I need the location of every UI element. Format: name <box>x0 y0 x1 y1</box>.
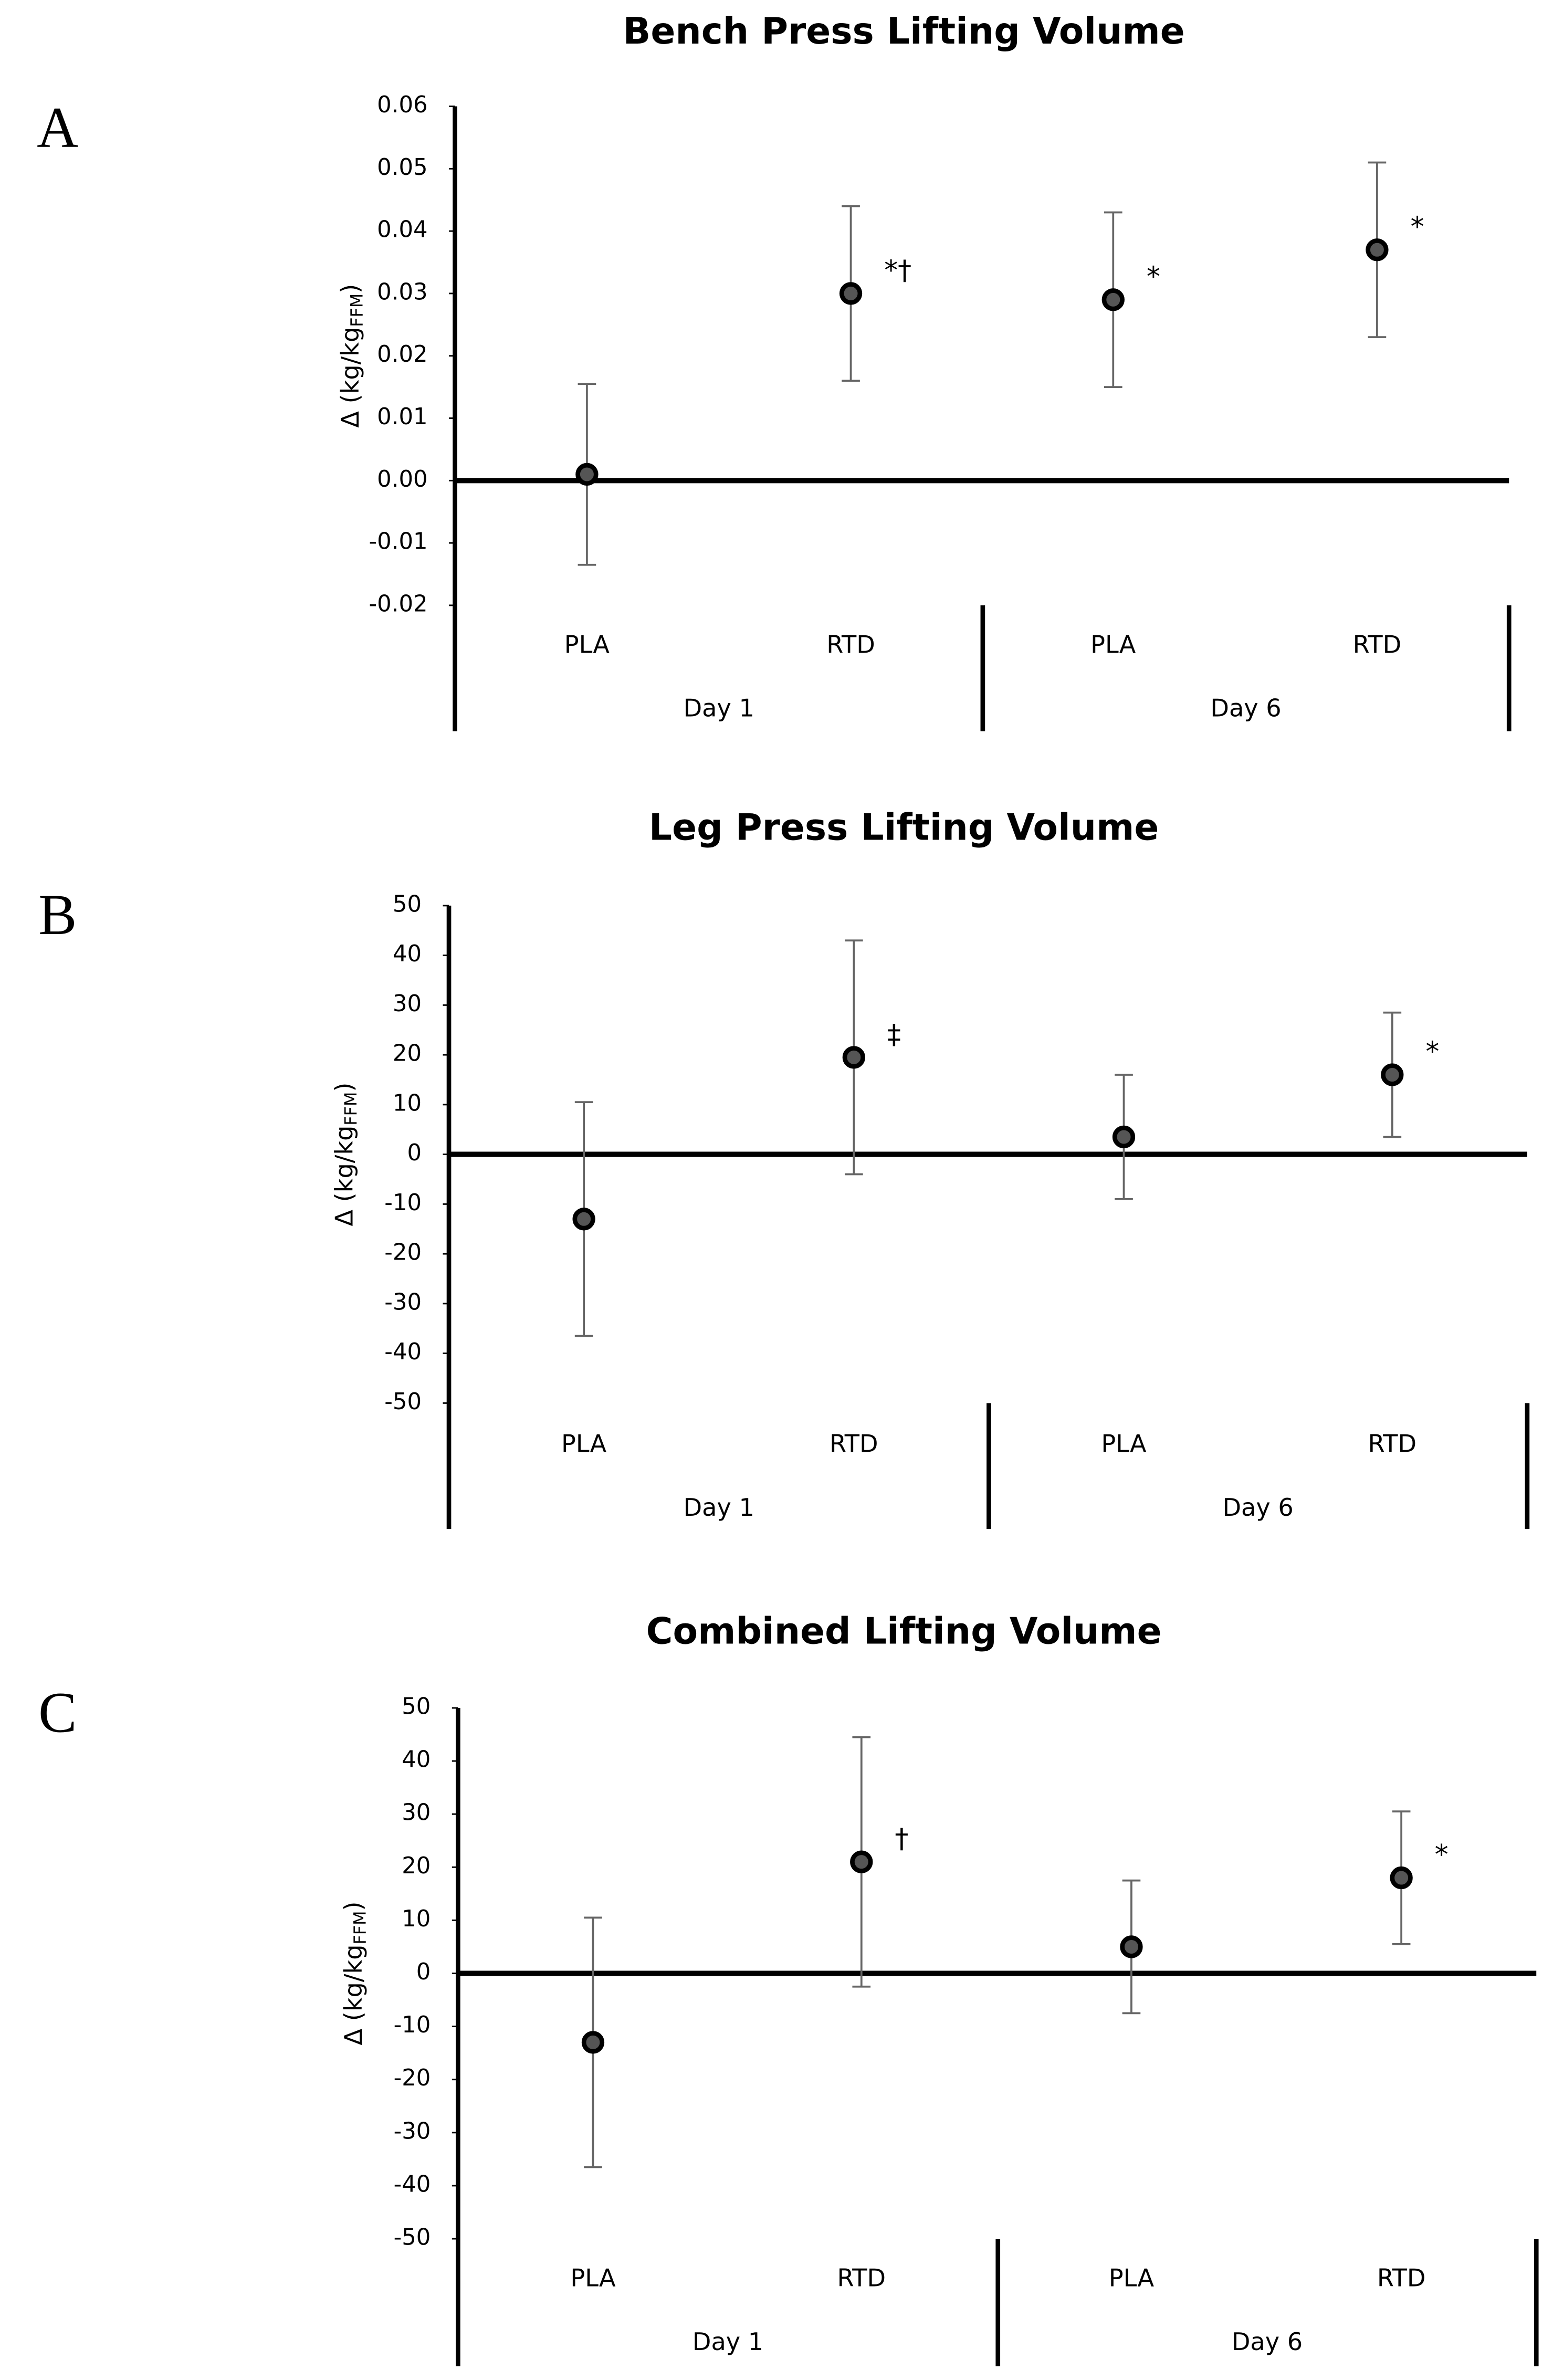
group-label: Day 6 <box>1232 2327 1303 2356</box>
y-axis-label-part: FFM <box>348 293 367 327</box>
significance-mark: *† <box>884 255 911 286</box>
significance-mark: * <box>1435 1839 1449 1871</box>
y-axis-label-part: ) <box>330 1083 358 1092</box>
y-tick-label: 0.01 <box>377 404 427 430</box>
y-tick-label: 50 <box>393 891 422 917</box>
y-tick-label: 10 <box>393 1090 422 1116</box>
y-tick-label: 0.02 <box>377 341 427 368</box>
y-tick-label: 50 <box>402 1693 431 1720</box>
group-label: Day 1 <box>684 694 754 722</box>
y-tick-label: 30 <box>393 991 422 1017</box>
chart-title: Leg Press Lifting Volume <box>649 806 1159 848</box>
significance-mark: * <box>1410 211 1424 243</box>
data-point <box>1366 238 1389 261</box>
data-point <box>1112 1125 1136 1149</box>
x-tick-label: RTD <box>1377 2264 1426 2292</box>
panel-letter: B <box>38 883 77 947</box>
data-point <box>572 1208 595 1231</box>
chart-title: Combined Lifting Volume <box>646 1610 1162 1652</box>
y-tick-label: 40 <box>402 1747 431 1773</box>
data-point <box>581 2031 605 2054</box>
y-tick-label: 0.03 <box>377 279 427 305</box>
y-tick-label: 0 <box>416 1959 431 1985</box>
y-axis-label-part: ) <box>336 284 364 293</box>
data-point <box>839 282 863 305</box>
chart-title: Bench Press Lifting Volume <box>623 11 1185 53</box>
data-point <box>1101 288 1125 311</box>
y-tick-label: -0.02 <box>369 591 427 617</box>
x-tick-label: PLA <box>561 1430 607 1458</box>
y-tick-label: 0.05 <box>377 154 427 181</box>
x-tick-label: PLA <box>570 2264 616 2292</box>
y-axis-label-part: Δ (kg/kg <box>330 1126 358 1226</box>
y-tick-label: 0 <box>407 1140 422 1166</box>
y-tick-label: 20 <box>402 1853 431 1879</box>
data-point <box>1390 1866 1413 1890</box>
significance-mark: ‡ <box>887 1019 901 1050</box>
data-point <box>575 463 599 486</box>
y-tick-label: -40 <box>394 2171 431 2197</box>
y-tick-label: -40 <box>384 1339 422 1365</box>
y-axis-label: Δ (kg/kgFFM) <box>336 284 367 428</box>
x-tick-label: PLA <box>1101 1430 1147 1458</box>
y-axis-label-part: FFM <box>342 1092 361 1126</box>
y-tick-label: -30 <box>394 2118 431 2144</box>
y-axis-label-part: FFM <box>351 1911 370 1945</box>
panel-letter: C <box>38 1680 77 1744</box>
y-tick-label: 0.06 <box>377 92 427 118</box>
data-point <box>850 1850 873 1873</box>
y-tick-label: 40 <box>393 941 422 967</box>
x-tick-label: RTD <box>826 630 875 658</box>
y-tick-label: -10 <box>394 2012 431 2038</box>
y-tick-label: -0.01 <box>369 529 427 555</box>
y-tick-label: -50 <box>384 1389 422 1415</box>
x-tick-label: RTD <box>1368 1430 1417 1458</box>
data-point <box>1381 1063 1404 1086</box>
y-tick-label: 10 <box>402 1906 431 1932</box>
y-tick-label: -20 <box>384 1240 422 1266</box>
y-tick-label: -10 <box>384 1190 422 1216</box>
significance-mark: * <box>1147 261 1160 292</box>
y-axis-label: Δ (kg/kgFFM) <box>339 1901 370 2045</box>
y-axis-label-part: Δ (kg/kg <box>336 327 364 428</box>
y-axis-label: Δ (kg/kgFFM) <box>330 1083 361 1226</box>
y-tick-label: -30 <box>384 1289 422 1315</box>
y-axis-label-part: Δ (kg/kg <box>339 1944 367 2045</box>
y-tick-label: 30 <box>402 1800 431 1826</box>
y-tick-label: -20 <box>394 2065 431 2091</box>
x-tick-label: PLA <box>1090 630 1136 658</box>
y-tick-label: 0.00 <box>377 466 427 492</box>
data-point <box>1120 1935 1143 1958</box>
group-label: Day 6 <box>1210 694 1281 722</box>
significance-mark: * <box>1425 1036 1439 1068</box>
x-tick-label: RTD <box>1353 630 1402 658</box>
panel-letter: A <box>37 96 78 160</box>
x-tick-label: RTD <box>837 2264 886 2292</box>
y-axis-label-part: ) <box>339 1901 367 1911</box>
data-point <box>842 1046 865 1069</box>
group-label: Day 6 <box>1222 1493 1293 1522</box>
y-tick-label: -50 <box>394 2225 431 2251</box>
y-tick-label: 20 <box>393 1041 422 1067</box>
x-tick-label: PLA <box>564 630 610 658</box>
group-label: Day 1 <box>692 2327 763 2356</box>
y-tick-label: 0.04 <box>377 217 427 243</box>
significance-mark: † <box>895 1823 908 1855</box>
group-label: Day 1 <box>684 1493 754 1522</box>
x-tick-label: PLA <box>1109 2264 1155 2292</box>
x-tick-label: RTD <box>830 1430 878 1458</box>
